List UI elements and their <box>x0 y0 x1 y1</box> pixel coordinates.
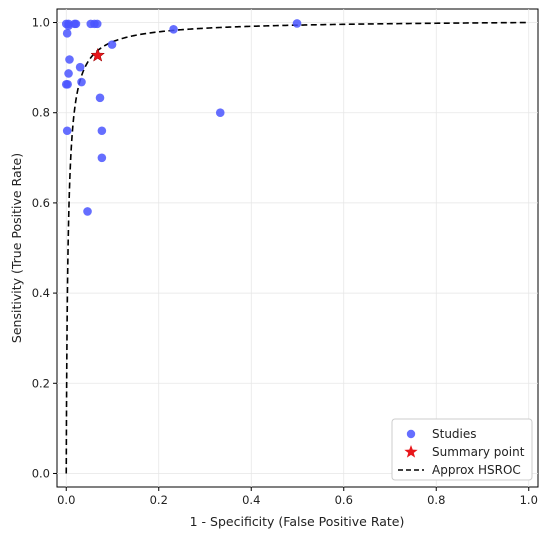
study-point <box>62 29 72 38</box>
x-tick-label: 0.0 <box>57 493 75 507</box>
study-point <box>71 19 81 29</box>
studies-layer <box>61 19 302 216</box>
legend-summary-marker <box>404 445 418 458</box>
x-tick-label: 0.4 <box>242 493 260 507</box>
study-point <box>292 19 302 28</box>
legend: Studies Summary point Approx HSROC <box>391 418 533 481</box>
study-point <box>64 69 73 78</box>
study-point <box>62 126 72 136</box>
y-tick-label: 0.8 <box>32 106 50 120</box>
hsroc-curve <box>65 21 529 474</box>
y-tick-label: 0.0 <box>32 466 50 480</box>
grid <box>57 9 538 487</box>
y-tick-label: 1.0 <box>32 16 50 30</box>
x-axis-label: 1 - Specificity (False Positive Rate) <box>190 514 405 529</box>
study-point <box>83 207 92 216</box>
legend-curve-label: Approx HSROC <box>432 463 521 477</box>
study-point <box>215 108 225 118</box>
study-point <box>77 77 86 87</box>
y-axis-label: Sensitivity (True Positive Rate) <box>9 153 24 343</box>
legend-box <box>391 418 533 481</box>
x-axis-ticks: 0.0 0.2 0.4 0.6 0.8 1.0 <box>57 487 538 507</box>
study-point <box>75 62 85 72</box>
x-tick-label: 0.6 <box>335 493 353 507</box>
study-point <box>97 153 107 163</box>
study-point <box>95 93 105 103</box>
x-tick-label: 0.8 <box>427 493 445 507</box>
study-point <box>65 55 74 64</box>
study-point <box>169 24 178 34</box>
y-tick-label: 0.4 <box>32 286 50 300</box>
y-axis-ticks: 0.0 0.2 0.4 0.6 0.8 1.0 <box>32 16 57 480</box>
hsroc-curve-layer <box>65 21 529 474</box>
x-tick-label: 1.0 <box>520 493 538 507</box>
study-point <box>97 126 107 136</box>
summary-point <box>90 47 106 62</box>
legend-studies-marker <box>406 429 416 439</box>
study-point <box>107 40 117 49</box>
y-tick-label: 0.6 <box>32 196 50 210</box>
plot-area <box>56 8 539 488</box>
summary-layer <box>90 47 106 62</box>
x-tick-label: 0.2 <box>150 493 168 507</box>
y-tick-label: 0.2 <box>32 376 50 390</box>
study-point <box>63 80 72 89</box>
legend-summary-label: Summary point <box>432 445 525 459</box>
legend-studies-label: Studies <box>432 427 477 441</box>
study-point <box>92 19 102 29</box>
